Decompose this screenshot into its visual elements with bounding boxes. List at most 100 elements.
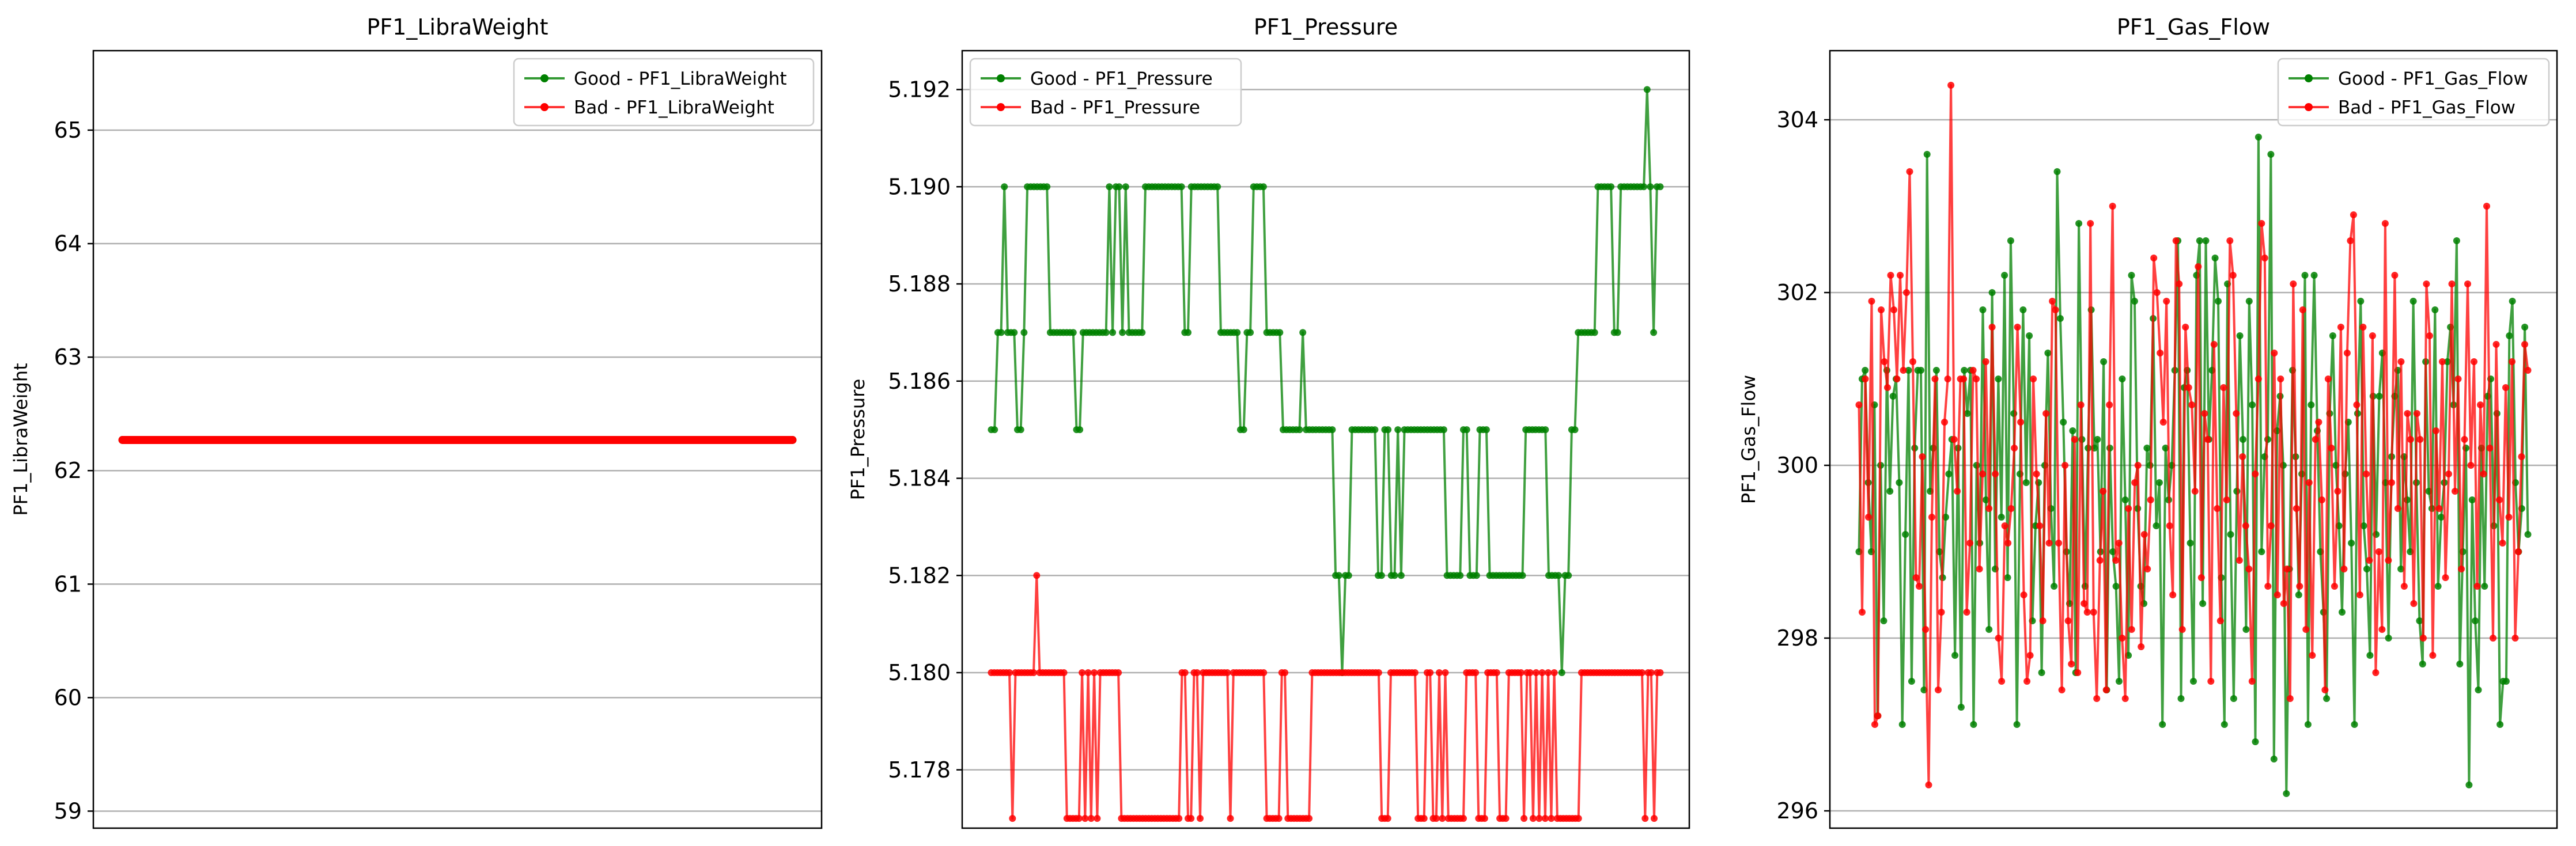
data-point — [2505, 514, 2513, 521]
data-point — [1890, 306, 1897, 313]
data-point — [2233, 410, 2240, 417]
data-point — [1565, 572, 1572, 579]
data-point — [1902, 531, 1909, 538]
data-point — [2162, 445, 2169, 452]
data-point — [2096, 557, 2104, 564]
data-point — [2286, 695, 2294, 702]
data-point — [1922, 626, 1929, 633]
data-point — [2215, 298, 2222, 305]
data-point — [2472, 617, 2479, 624]
data-point — [2443, 358, 2451, 365]
data-point — [1224, 669, 1231, 676]
y-tick-label: 60 — [54, 685, 82, 710]
legend-entry: Good - PF1_Pressure — [981, 69, 1213, 89]
data-point — [2518, 453, 2525, 460]
data-point — [2524, 367, 2532, 374]
data-point — [997, 329, 1005, 336]
legend-entry: Bad - PF1_Gas_Flow — [2288, 97, 2516, 118]
data-point — [2468, 496, 2476, 503]
chart-panel-1: 59 60 61 62 63 64 65 PF1_LibraWeight PF1_LibraWe… — [10, 14, 823, 829]
data-point — [2188, 401, 2196, 408]
data-point — [2502, 678, 2510, 685]
data-point — [2394, 505, 2401, 512]
data-point — [2521, 341, 2528, 348]
data-point — [2011, 445, 2018, 452]
data-point — [2492, 341, 2500, 348]
data-point — [2378, 626, 2386, 633]
data-point — [1985, 626, 1993, 633]
series-bad — [1855, 82, 2532, 788]
data-point — [2375, 548, 2382, 555]
data-point — [1017, 426, 1024, 434]
data-point — [1193, 669, 1201, 676]
data-point — [2153, 289, 2161, 296]
data-point — [1529, 815, 1537, 822]
axes-frame — [961, 50, 1690, 829]
data-point — [2102, 686, 2110, 693]
data-point — [2199, 600, 2207, 607]
data-point — [2499, 540, 2506, 547]
data-point — [1011, 329, 1018, 336]
legend-label: Bad - PF1_LibraWeight — [574, 97, 774, 118]
data-point — [1535, 815, 1543, 822]
data-point — [2423, 280, 2430, 287]
data-point — [2480, 471, 2487, 477]
data-point — [2001, 522, 2008, 529]
data-point — [1275, 815, 1283, 822]
data-point — [2258, 220, 2265, 227]
data-point — [1533, 669, 1540, 676]
data-point — [1928, 514, 1935, 521]
data-point — [2044, 350, 2052, 356]
data-point — [1463, 426, 1470, 434]
data-point — [2385, 557, 2392, 564]
data-point — [1650, 329, 1658, 336]
data-point — [1247, 329, 1254, 336]
data-point — [1550, 669, 1558, 676]
data-point — [2178, 626, 2186, 633]
data-point — [2004, 574, 2011, 581]
data-point — [2438, 514, 2445, 521]
data-point — [1960, 375, 1968, 382]
data-point — [2453, 237, 2460, 244]
data-point — [2255, 134, 2262, 141]
data-point — [2239, 453, 2246, 460]
legend-swatch-marker — [540, 74, 549, 82]
data-point — [1069, 329, 1077, 336]
data-point — [2271, 350, 2278, 356]
data-point — [2496, 496, 2503, 503]
data-point — [1122, 183, 1129, 191]
data-point — [2302, 626, 2310, 633]
data-point — [2334, 488, 2342, 495]
data-point — [2359, 324, 2367, 331]
data-point — [1643, 86, 1651, 93]
data-point — [2310, 272, 2318, 279]
data-point — [2255, 375, 2262, 382]
data-point — [2350, 211, 2357, 218]
data-point — [1432, 815, 1440, 822]
legend-label: Bad - PF1_Pressure — [1030, 97, 1200, 118]
data-point — [2290, 280, 2297, 287]
legend-label: Good - PF1_Gas_Flow — [2338, 69, 2528, 89]
data-point — [2496, 721, 2504, 728]
data-point — [2177, 695, 2185, 702]
y-tick-label: 304 — [1776, 107, 1818, 132]
data-point — [2230, 695, 2237, 702]
data-point — [1345, 572, 1352, 579]
data-point — [2397, 358, 2405, 365]
data-point — [2159, 419, 2167, 426]
legend-swatch-marker — [997, 103, 1005, 111]
data-point — [2023, 678, 2031, 685]
y-axis-label: PF1_LibraWeight — [10, 363, 32, 515]
data-point — [2074, 669, 2082, 676]
chart-title: PF1_Pressure — [1254, 14, 1398, 40]
data-point — [2182, 324, 2189, 331]
data-point — [1865, 514, 1872, 521]
data-point — [2515, 548, 2522, 555]
y-tick-label: 65 — [54, 117, 82, 143]
data-point — [1115, 669, 1122, 676]
data-point — [2464, 280, 2471, 287]
data-point — [2211, 255, 2219, 261]
y-tick-label: 62 — [54, 458, 82, 483]
data-point — [1084, 669, 1092, 676]
y-tick-label: 300 — [1776, 453, 1818, 478]
